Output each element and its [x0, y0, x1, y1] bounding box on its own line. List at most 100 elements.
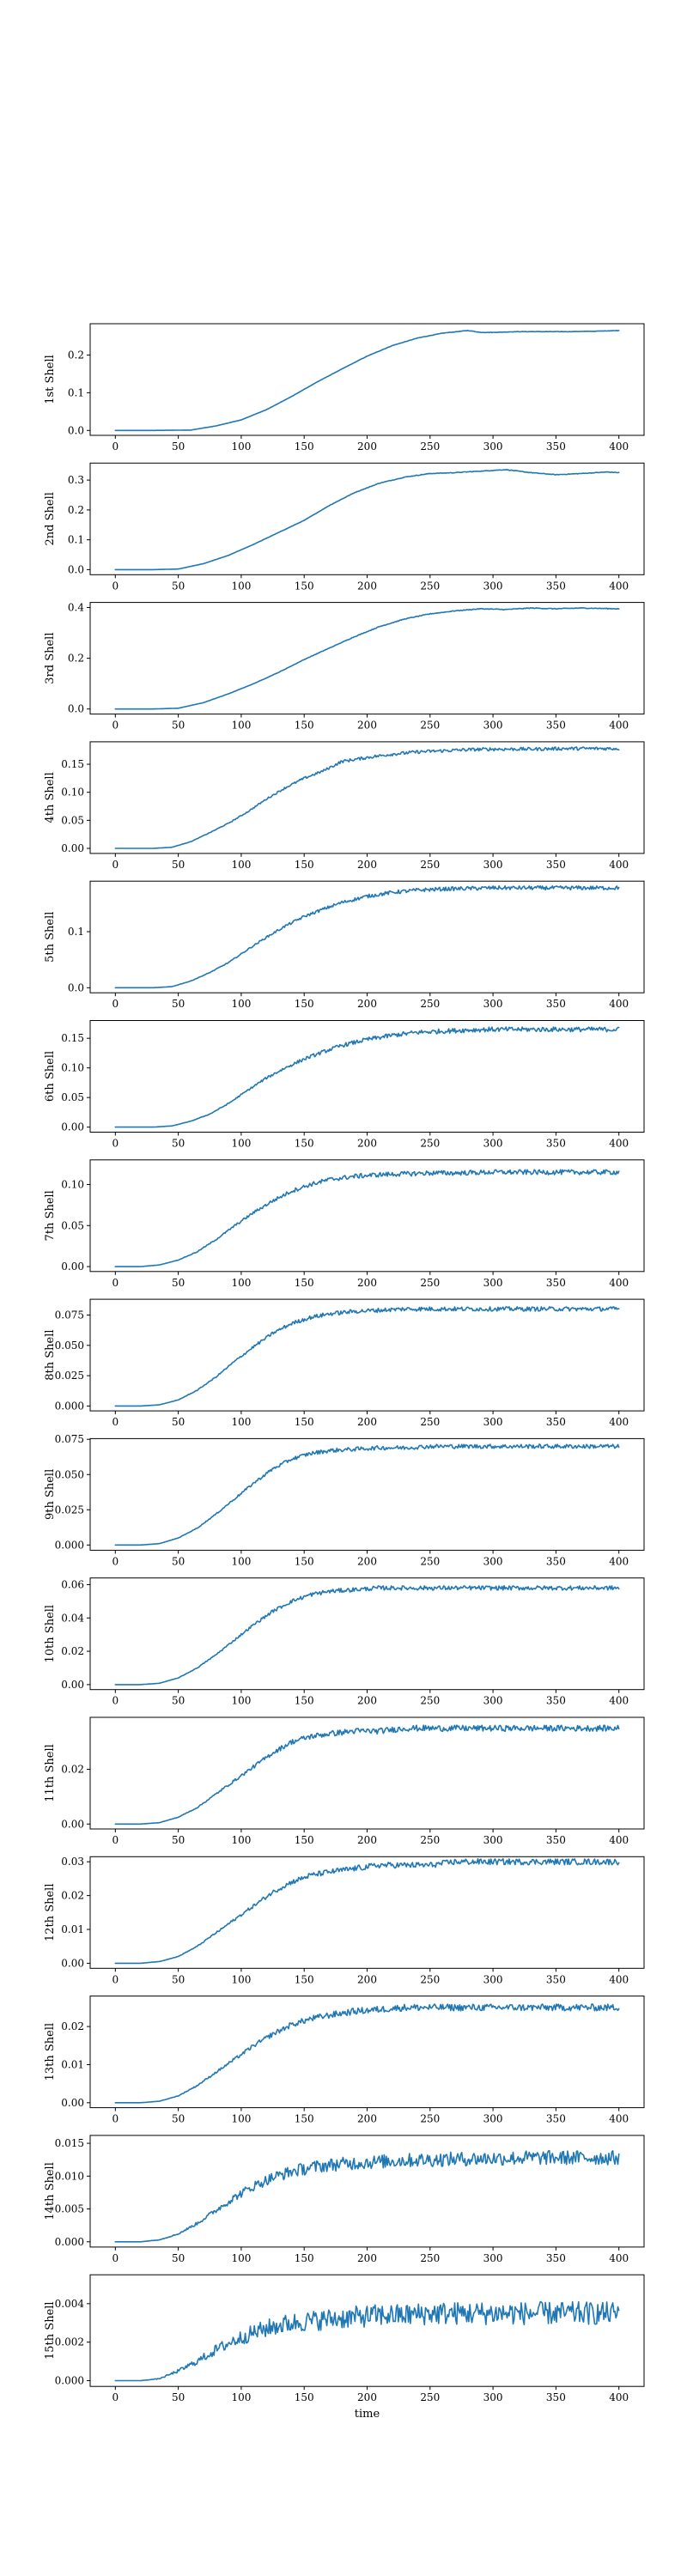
axes-frame	[89, 1577, 645, 1691]
y-tick-label: 0.02	[61, 1890, 84, 1902]
y-axis-label: 3rd Shell	[44, 632, 57, 683]
series-line-1	[114, 329, 620, 432]
x-tick-label: 0	[112, 1138, 119, 1150]
y-tick-label: 0.00	[61, 842, 84, 854]
x-tick-label: 200	[357, 1416, 377, 1428]
x-tick-label: 200	[357, 440, 377, 453]
x-tick-label: 350	[546, 580, 566, 592]
y-tick-label: 0.04	[61, 1612, 84, 1624]
series-line-9	[114, 1443, 620, 1546]
axes-frame	[89, 880, 645, 993]
y-tick-label: 0.01	[61, 1923, 84, 1935]
x-tick-label: 300	[483, 1138, 503, 1150]
x-tick-label: 0	[112, 720, 119, 732]
x-tick-label: 100	[231, 440, 251, 453]
x-tick-label: 50	[172, 580, 185, 592]
y-tick-label: 0.025	[55, 1370, 84, 1382]
x-tick-label: 100	[231, 1138, 251, 1150]
x-tick-label: 200	[357, 720, 377, 732]
x-tick-label: 300	[483, 1416, 503, 1428]
axes-frame	[89, 1437, 645, 1551]
x-tick-label: 200	[357, 1973, 377, 1985]
x-tick-label: 400	[609, 2113, 629, 2125]
x-tick-label: 100	[231, 580, 251, 592]
x-tick-label: 50	[172, 440, 185, 453]
x-tick-label: 250	[420, 1555, 440, 1567]
x-tick-label: 150	[295, 1555, 314, 1567]
y-axis-label: 10th Shell	[44, 1605, 57, 1663]
x-tick-label: 300	[483, 1973, 503, 1985]
series-line-12	[114, 1857, 620, 1965]
series-line-15	[114, 2300, 620, 2382]
x-tick-label: 250	[420, 1416, 440, 1428]
x-tick-label: 150	[295, 859, 314, 871]
y-tick-label: 0.05	[61, 814, 84, 826]
x-tick-label: 0	[112, 2113, 119, 2125]
y-tick-label: 0.2	[68, 504, 84, 516]
y-tick-label: 0.02	[61, 1764, 84, 1776]
x-tick-label: 100	[231, 2252, 251, 2264]
y-tick-label: 0.000	[55, 2236, 84, 2248]
axes-frame	[89, 2135, 645, 2248]
x-tick-label: 150	[295, 1416, 314, 1428]
y-tick-label: 0.2	[68, 653, 84, 665]
y-tick-label: 0.1	[68, 926, 84, 938]
y-tick-label: 0.0	[68, 424, 84, 436]
y-tick-label: 0.002	[55, 2336, 84, 2348]
x-tick-label: 300	[483, 859, 503, 871]
x-tick-label: 50	[172, 2252, 185, 2264]
x-tick-label: 400	[609, 440, 629, 453]
y-axis-label: 13th Shell	[44, 2023, 57, 2081]
y-tick-label: 0.000	[55, 2374, 84, 2386]
y-tick-label: 0.06	[61, 1578, 84, 1590]
x-tick-label: 250	[420, 1138, 440, 1150]
x-tick-label: 50	[172, 859, 185, 871]
x-tick-label: 150	[295, 1695, 314, 1707]
x-tick-label: 150	[295, 440, 314, 453]
subplot-2: 0 50 100 150 200 250 300 350 400 0.0 0.1 0.2 0.3 2nd …	[44, 462, 645, 592]
y-tick-label: 0.15	[61, 1032, 84, 1044]
y-tick-label: 0.000	[55, 1400, 84, 1412]
x-tick-label: 50	[172, 1555, 185, 1567]
axes-frame	[89, 1716, 645, 1830]
x-tick-label: 100	[231, 1277, 251, 1289]
y-tick-label: 0.10	[61, 787, 84, 799]
x-tick-label: 350	[546, 859, 566, 871]
x-tick-label: 0	[112, 998, 119, 1010]
y-tick-label: 0.05	[61, 1219, 84, 1231]
x-tick-label: 250	[420, 1973, 440, 1985]
x-tick-label: 200	[357, 1138, 377, 1150]
x-tick-label: 0	[112, 1277, 119, 1289]
series-line-13	[114, 2003, 620, 2104]
x-tick-label: 250	[420, 1834, 440, 1846]
x-tick-label: 400	[609, 580, 629, 592]
y-axis-label: 5th Shell	[44, 912, 57, 963]
x-tick-label: 200	[357, 998, 377, 1010]
x-tick-label: 0	[112, 580, 119, 592]
y-axis-label: 14th Shell	[44, 2162, 57, 2221]
y-tick-label: 0.02	[61, 2020, 84, 2032]
y-axis-label: 9th Shell	[44, 1469, 57, 1520]
y-tick-label: 0.010	[55, 2170, 84, 2182]
x-tick-label: 100	[231, 1695, 251, 1707]
x-tick-label: 250	[420, 2391, 440, 2403]
axes-frame	[89, 1856, 645, 1969]
x-tick-label: 400	[609, 2391, 629, 2403]
y-tick-label: 0.004	[55, 2298, 85, 2310]
x-tick-label: 150	[295, 2113, 314, 2125]
x-tick-label: 300	[483, 2252, 503, 2264]
x-tick-label: 300	[483, 998, 503, 1010]
y-tick-label: 0.0	[68, 703, 84, 715]
y-tick-label: 0.00	[61, 1957, 84, 1969]
axes-frame	[89, 741, 645, 854]
x-tick-label: 400	[609, 1138, 629, 1150]
x-tick-label: 400	[609, 1555, 629, 1567]
x-tick-label: 400	[609, 1695, 629, 1707]
x-tick-label: 50	[172, 1277, 185, 1289]
x-tick-label: 100	[231, 998, 251, 1010]
x-tick-label: 350	[546, 998, 566, 1010]
x-tick-label: 50	[172, 1695, 185, 1707]
x-tick-label: 150	[295, 1834, 314, 1846]
subplot-3: 0 50 100 150 200 250 300 350 400 0.0 0.2 0.4 3rd She…	[44, 602, 645, 732]
x-tick-label: 200	[357, 1695, 377, 1707]
